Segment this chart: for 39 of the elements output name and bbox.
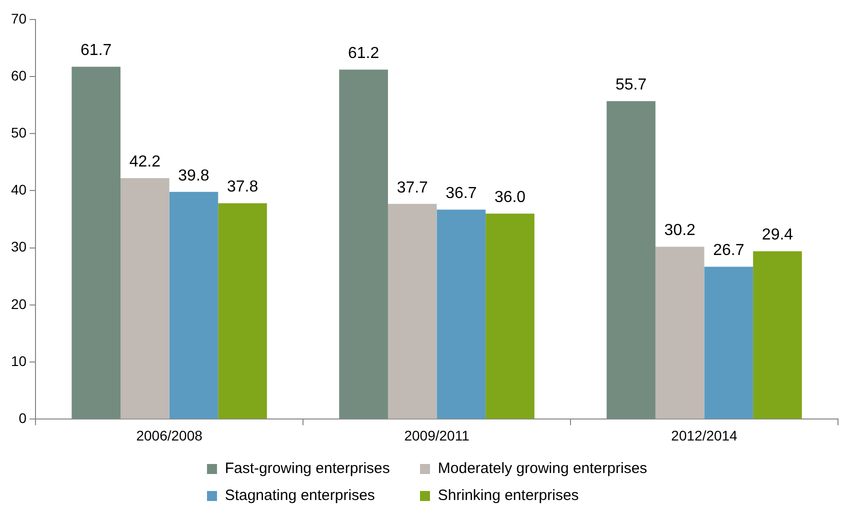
x-tick-label: 2009/2011 [404,427,470,444]
bar [704,266,754,419]
y-tick-label: 30 [10,238,27,255]
bar [339,70,388,419]
data-label: 29.4 [762,226,794,244]
bar [72,66,120,419]
data-label: 37.8 [226,178,258,196]
y-tick-label: 70 [10,10,27,26]
bar [120,178,170,419]
data-label: 39.8 [178,167,210,184]
legend-label: Shrinking enterprises [438,487,579,504]
bar [606,101,656,419]
data-label: 37.7 [396,179,428,196]
y-tick-label: 0 [18,410,27,426]
bar [388,204,437,419]
data-label: 55.7 [615,76,647,94]
y-tick-label: 10 [10,352,27,369]
data-label: 36.0 [494,188,526,206]
legend-label: Stagnating enterprises [224,487,375,504]
y-tick-label: 40 [10,182,27,198]
x-tick-label: 2012/2014 [671,427,738,444]
y-tick-label: 20 [10,296,27,312]
data-label: 61.2 [348,45,380,62]
legend-label: Moderately growing enterprises [438,460,648,477]
bar [169,192,218,419]
bar [486,214,534,419]
bar [655,246,704,419]
data-label: 42.2 [129,154,161,171]
data-label: 30.2 [664,222,696,240]
y-tick-label: 60 [10,67,27,84]
bar [753,251,802,419]
legend-label: Fast-growing enterprises [224,460,390,477]
bar [218,203,267,419]
data-label: 61.7 [80,42,112,60]
x-tick-label: 2006/2008 [136,427,203,444]
data-label: 26.7 [713,242,744,260]
y-tick-label: 50 [10,124,27,140]
data-label: 36.7 [446,184,477,202]
bar [436,210,486,419]
